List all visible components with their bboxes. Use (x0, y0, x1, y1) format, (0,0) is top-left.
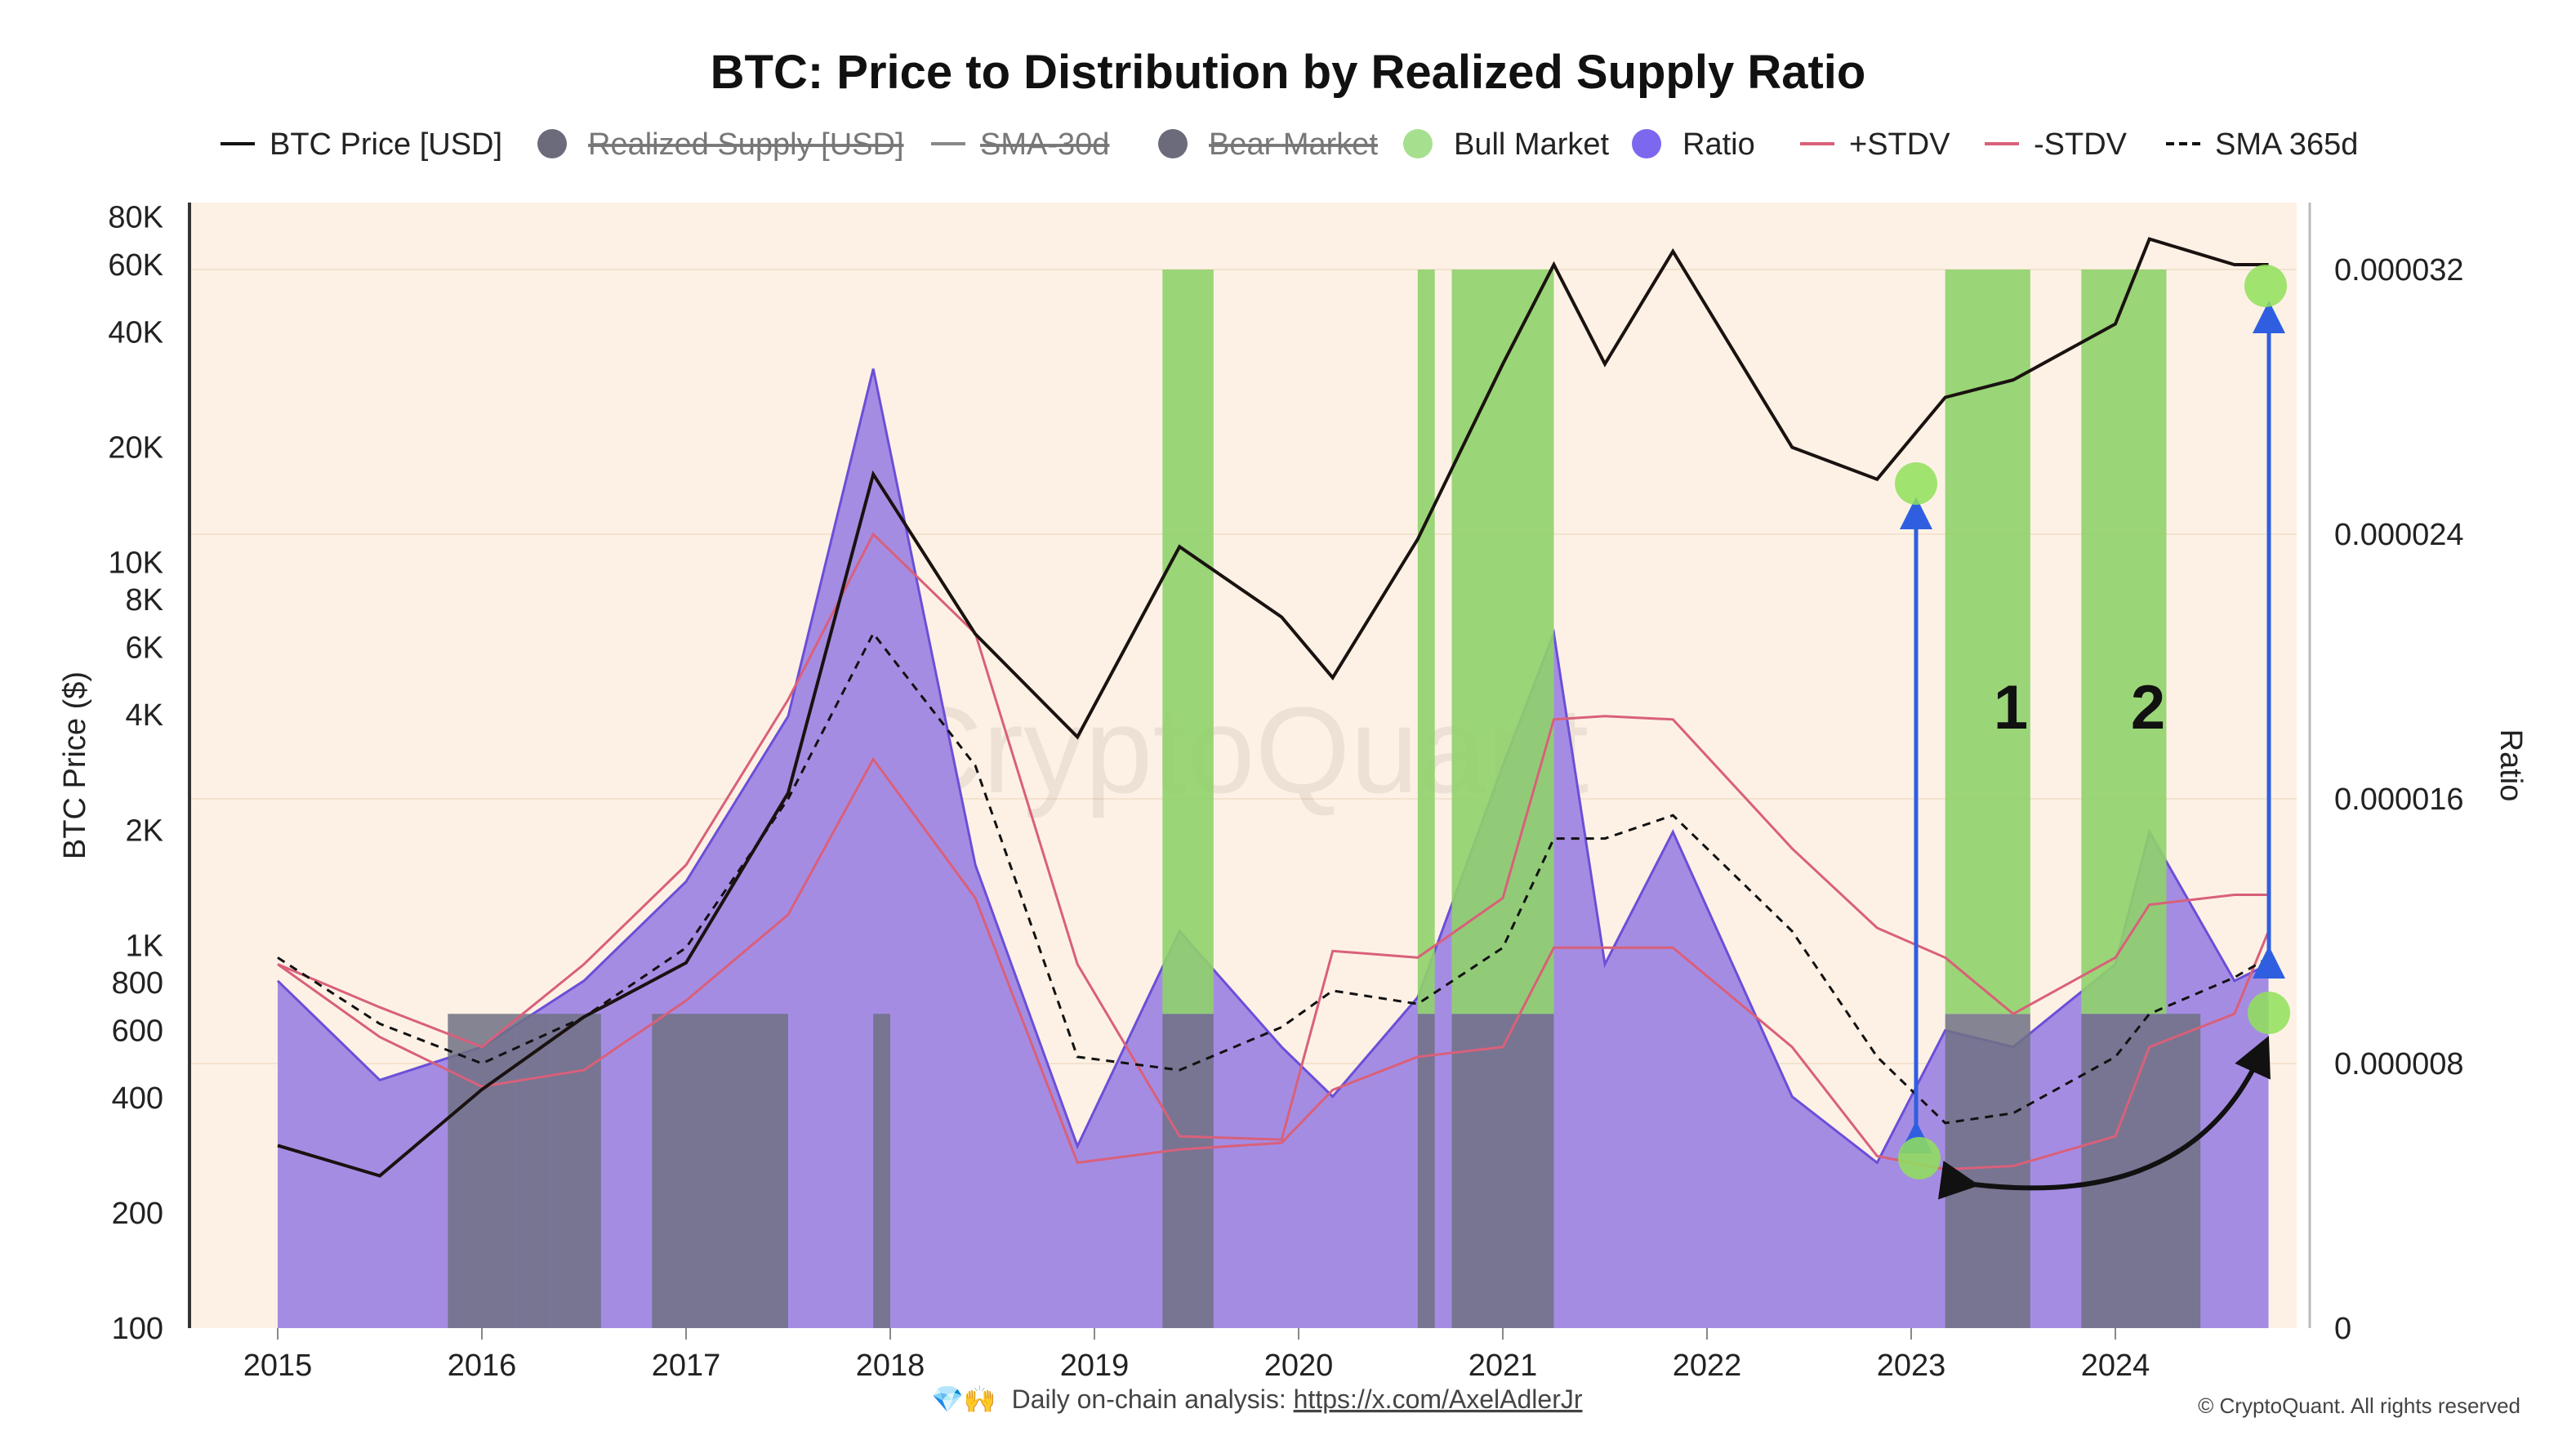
legend-item[interactable]: +STDV (1800, 127, 1950, 162)
bear-band-6 (1162, 1014, 1214, 1328)
left-tick-label: 10K (108, 546, 163, 581)
left-tick-label: 60K (108, 248, 163, 283)
left-tick-label: 6K (126, 631, 163, 666)
btc-price-path (277, 237, 2269, 1178)
legend-item[interactable]: Bear Market (1158, 127, 1378, 162)
bear-band-4 (652, 1014, 788, 1328)
legend-swatch-dot (1403, 129, 1433, 158)
right-axis-ticks: 0.000032 0.000024 0.000016 0.000008 0 (2334, 253, 2464, 1346)
right-axis-title: Ratio (2494, 729, 2528, 802)
legend-label: -STDV (2034, 127, 2128, 162)
bear-band-1 (515, 1014, 533, 1328)
left-tick-label: 8K (126, 583, 163, 617)
x-axis-ticks: 2015 2016 2017 2018 2019 2020 2021 2022 2023 2024 (243, 1328, 2150, 1383)
legend-item[interactable]: BTC Price [USD] (221, 127, 502, 162)
left-tick-label: 1K (126, 929, 163, 963)
right-tick-label: 0.000008 (2334, 1047, 2464, 1081)
legend-label: Bull Market (1454, 127, 1609, 162)
legend-item[interactable]: Realized Supply [USD] (537, 127, 904, 162)
legend-item[interactable]: SMA-30d (931, 127, 1109, 162)
legend-item[interactable]: Ratio (1632, 127, 1755, 162)
bull-band-0 (1162, 270, 1214, 1014)
legend-label: BTC Price [USD] (270, 127, 502, 162)
legend-label: SMA-30d (980, 127, 1109, 162)
legend-label: +STDV (1849, 127, 1950, 162)
bull-band-4 (2081, 270, 2167, 1014)
bear-band-2 (533, 1014, 550, 1328)
left-tick-label: 40K (108, 316, 163, 350)
marker-2024-ratio (2248, 992, 2290, 1034)
right-tick-label: 0 (2334, 1312, 2351, 1346)
legend-label: Bear Market (1209, 127, 1378, 162)
footer-link[interactable]: https://x.com/AxelAdlerJr (1294, 1384, 1583, 1414)
bear-band-8 (1451, 1014, 1554, 1328)
x-tick-label: 2023 (1877, 1349, 1946, 1383)
x-tick-label: 2024 (2081, 1349, 2150, 1383)
footer-icons: 💎🙌 (931, 1384, 996, 1414)
x-tick-label: 2020 (1264, 1349, 1334, 1383)
right-tick-label: 0.000032 (2334, 253, 2464, 288)
bear-band-5 (873, 1014, 890, 1328)
bear-band-11 (2166, 1014, 2201, 1328)
left-tick-label: 80K (108, 200, 163, 234)
legend-item[interactable]: -STDV (1985, 127, 2128, 162)
plus-stdv-line (277, 532, 2269, 1141)
x-tick-label: 2021 (1468, 1349, 1538, 1383)
x-tick-label: 2017 (652, 1349, 721, 1383)
x-tick-label: 2018 (856, 1349, 925, 1383)
legend-item[interactable]: SMA 365d (2166, 127, 2358, 162)
x-tick-label: 2015 (243, 1349, 313, 1383)
marker-2023-ratio (1898, 1137, 1941, 1179)
chart-title: BTC: Price to Distribution by Realized S… (711, 46, 1866, 99)
x-tick-label: 2016 (448, 1349, 517, 1383)
bull-market-bands (1162, 270, 2167, 1014)
footer-label: Daily on-chain analysis: (1012, 1384, 1294, 1414)
left-tick-label: 400 (112, 1081, 163, 1116)
left-tick-label: 4K (126, 698, 163, 733)
left-tick-label: 2K (126, 814, 163, 848)
legend-label: Realized Supply [USD] (588, 127, 904, 162)
legend-swatch-dot (537, 129, 567, 158)
x-tick-label: 2022 (1673, 1349, 1742, 1383)
legend-swatch-dot (1632, 129, 1661, 158)
annotation-label-1: 1 (1994, 673, 2028, 742)
left-tick-label: 20K (108, 431, 163, 466)
marker-2023-price (1895, 462, 1937, 505)
x-tick-label: 2019 (1060, 1349, 1130, 1383)
btc-price-line (277, 237, 2269, 1178)
legend-item[interactable]: Bull Market (1403, 127, 1609, 162)
curved-arrow (1937, 1036, 2271, 1200)
bull-band-2 (1451, 270, 1554, 1014)
bear-band-0 (448, 1014, 516, 1328)
annotation-label-2: 2 (2131, 673, 2165, 742)
bull-band-1 (1417, 270, 1435, 1014)
bear-band-7 (1417, 1014, 1435, 1328)
copyright: © CryptoQuant. All rights reserved (2198, 1393, 2520, 1418)
left-tick-label: 100 (112, 1312, 163, 1346)
left-tick-label: 800 (112, 966, 163, 1001)
left-tick-label: 200 (112, 1197, 163, 1231)
left-axis-title: BTC Price ($) (58, 671, 92, 859)
right-tick-label: 0.000024 (2334, 518, 2464, 552)
bear-band-10 (2081, 1014, 2167, 1328)
right-tick-label: 0.000016 (2334, 782, 2464, 817)
bear-band-3 (550, 1014, 601, 1328)
legend-label: SMA 365d (2215, 127, 2358, 162)
legend: BTC Price [USD] Realized Supply [USD] SMA-… (221, 127, 2358, 162)
legend-swatch-dot (1158, 129, 1188, 158)
legend-label: Ratio (1682, 127, 1755, 162)
footer-text: 💎🙌 Daily on-chain analysis: https://x.co… (931, 1384, 1583, 1414)
left-tick-label: 600 (112, 1014, 163, 1048)
bear-band-9 (1945, 1014, 2030, 1328)
marker-2024-price (2244, 265, 2287, 307)
bull-band-3 (1945, 270, 2030, 1014)
